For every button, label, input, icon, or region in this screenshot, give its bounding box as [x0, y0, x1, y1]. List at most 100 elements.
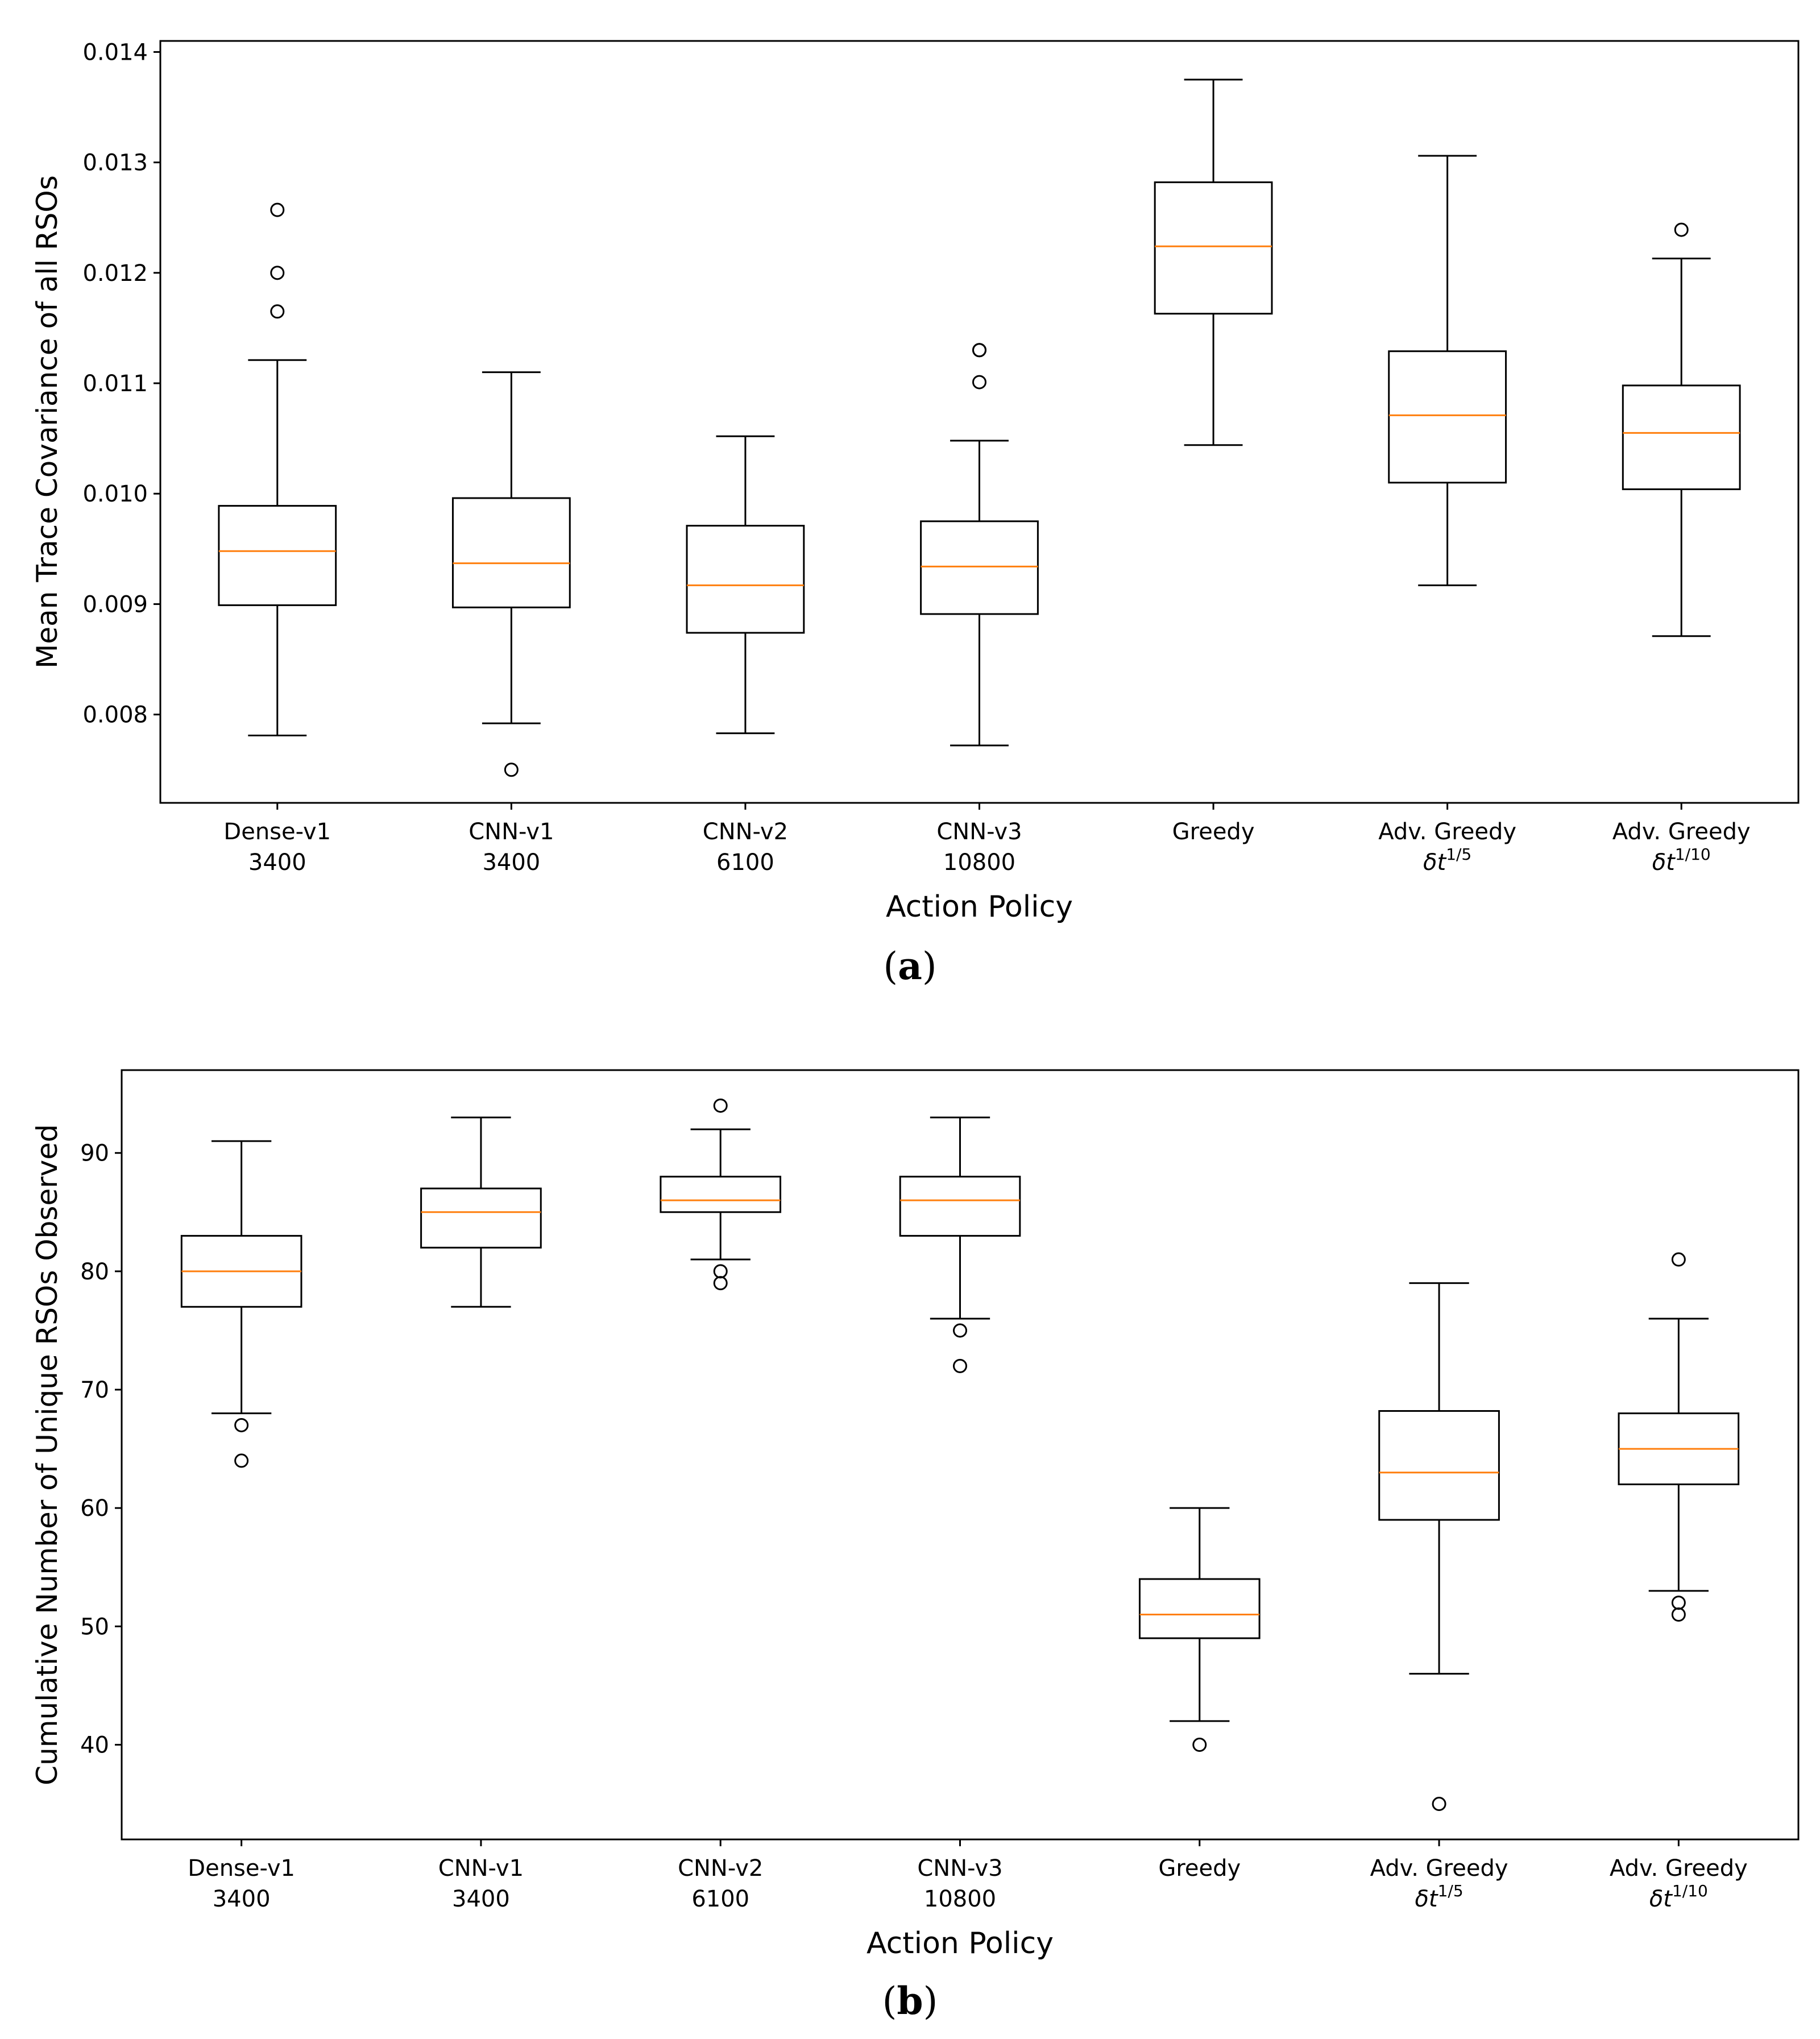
y-tick-label: 60 — [80, 1495, 109, 1522]
outlier-point — [953, 1358, 967, 1373]
x-axis-label: Action Policy — [867, 1926, 1054, 1961]
x-axis-label: Action Policy — [886, 890, 1073, 924]
x-tick-sublabel: δt1/5 — [1415, 1881, 1463, 1912]
outlier-point — [234, 1453, 249, 1468]
x-tick-sublabel-exponent: 1/5 — [1446, 845, 1471, 864]
x-tick-label: Adv. Greedy — [1610, 1855, 1748, 1881]
plot-frame — [121, 1069, 1800, 1841]
box-group — [660, 1098, 782, 1291]
outlier-point — [713, 1276, 728, 1291]
x-tick-sublabel-base: δt — [1423, 849, 1446, 876]
x-tick-sublabel: 3400 — [482, 849, 540, 876]
x-tick-label: Dense-v1 — [188, 1855, 295, 1881]
outlier-point — [713, 1098, 728, 1113]
x-tick-sublabel: δt1/10 — [1652, 845, 1711, 876]
box-group — [420, 1116, 542, 1308]
outlier-point — [1671, 1252, 1686, 1267]
box-group — [920, 343, 1039, 747]
outlier-point — [713, 1264, 728, 1279]
x-tick-sublabel-base: δt — [1652, 849, 1676, 876]
y-tick-label: 0.008 — [82, 702, 148, 728]
x-tick-sublabel: 6100 — [691, 1886, 749, 1912]
box — [899, 1175, 1021, 1237]
outlier-point — [1671, 1607, 1686, 1622]
box-group — [1388, 155, 1507, 586]
y-axis-label: Mean Trace Covariance of all RSOs — [31, 175, 64, 669]
outlier-point — [1432, 1797, 1446, 1812]
x-tick-label: Greedy — [1172, 819, 1255, 845]
outlier-point — [1192, 1737, 1207, 1752]
y-tick-label: 0.011 — [82, 371, 148, 397]
box — [686, 525, 805, 634]
box — [920, 520, 1039, 615]
y-tick-label: 70 — [80, 1377, 109, 1403]
y-tick-label: 80 — [80, 1259, 109, 1285]
x-tick-label: CNN-v1 — [438, 1855, 524, 1881]
x-tick-label: CNN-v2 — [678, 1855, 763, 1881]
box-group — [451, 371, 571, 777]
caption-a: (a) — [883, 944, 937, 988]
x-tick-label: Greedy — [1158, 1855, 1241, 1881]
x-tick-sublabel-base: δt — [1649, 1886, 1673, 1912]
x-tick-sublabel: δt1/5 — [1423, 845, 1471, 876]
box — [1378, 1410, 1500, 1521]
box-group — [1138, 1507, 1261, 1752]
box-group — [1154, 78, 1273, 446]
box — [420, 1187, 542, 1249]
x-tick-sublabel-exponent: 1/10 — [1675, 845, 1711, 864]
x-tick-label: Dense-v1 — [223, 819, 331, 845]
y-tick-label: 0.010 — [82, 481, 148, 507]
y-tick-label: 40 — [80, 1732, 109, 1758]
y-axis-label: Cumulative Number of Unique RSOs Observe… — [31, 1124, 64, 1785]
x-tick-sublabel: 10800 — [924, 1886, 996, 1912]
box — [451, 497, 571, 608]
x-tick-sublabel-base: δt — [1415, 1886, 1438, 1912]
y-tick-label: 0.009 — [82, 591, 148, 617]
box — [660, 1175, 782, 1213]
x-tick-sublabel: 3400 — [213, 1886, 271, 1912]
outlier-point — [234, 1418, 249, 1432]
box-group — [1622, 222, 1741, 637]
x-tick-label: CNN-v3 — [917, 1855, 1002, 1881]
box — [1388, 350, 1507, 484]
chart-a-boxplot: 0.008 0.009 0.010 0.011 0.012 0.013 0.014 Mean … — [31, 39, 1800, 924]
outlier-point — [1674, 222, 1689, 237]
box — [1154, 181, 1273, 315]
box — [1138, 1578, 1261, 1639]
x-tick-label: CNN-v1 — [469, 819, 554, 845]
outlier-point — [953, 1323, 967, 1338]
x-tick-label: Adv. Greedy — [1370, 1855, 1508, 1881]
y-tick-label: 50 — [80, 1614, 109, 1640]
outlier-point — [270, 304, 285, 319]
x-tick-sublabel: 3400 — [452, 1886, 510, 1912]
x-tick-sublabel: 10800 — [943, 849, 1015, 876]
x-tick-sublabel-exponent: 1/5 — [1438, 1881, 1464, 1900]
outlier-point — [972, 375, 986, 389]
box-group — [1378, 1282, 1500, 1812]
x-tick-label: Adv. Greedy — [1378, 819, 1516, 845]
y-tick-label: 90 — [80, 1141, 109, 1167]
outlier-point — [270, 202, 285, 217]
x-tick-label: CNN-v3 — [936, 819, 1022, 845]
box-group — [686, 435, 805, 735]
x-tick-sublabel: 3400 — [248, 849, 306, 876]
box-group — [218, 202, 337, 737]
outlier-point — [972, 343, 986, 358]
box-group — [899, 1116, 1021, 1373]
x-tick-sublabel: 6100 — [716, 849, 774, 876]
x-tick-label: CNN-v2 — [703, 819, 788, 845]
outlier-point — [1671, 1595, 1686, 1610]
x-tick-sublabel: δt1/10 — [1649, 1881, 1708, 1912]
x-tick-sublabel-exponent: 1/10 — [1672, 1881, 1708, 1900]
box-group — [1618, 1252, 1740, 1622]
y-tick-label: 0.012 — [82, 260, 148, 287]
chart-b-boxplot: 40 50 60 70 80 90 Cumulative Number of Unique … — [31, 1069, 1800, 1961]
y-tick-label: 0.013 — [82, 150, 148, 176]
box — [1622, 384, 1741, 490]
x-tick-label: Adv. Greedy — [1612, 819, 1751, 845]
box — [218, 505, 337, 606]
outlier-point — [270, 266, 285, 280]
box-group — [180, 1140, 302, 1468]
outlier-point — [504, 762, 519, 777]
